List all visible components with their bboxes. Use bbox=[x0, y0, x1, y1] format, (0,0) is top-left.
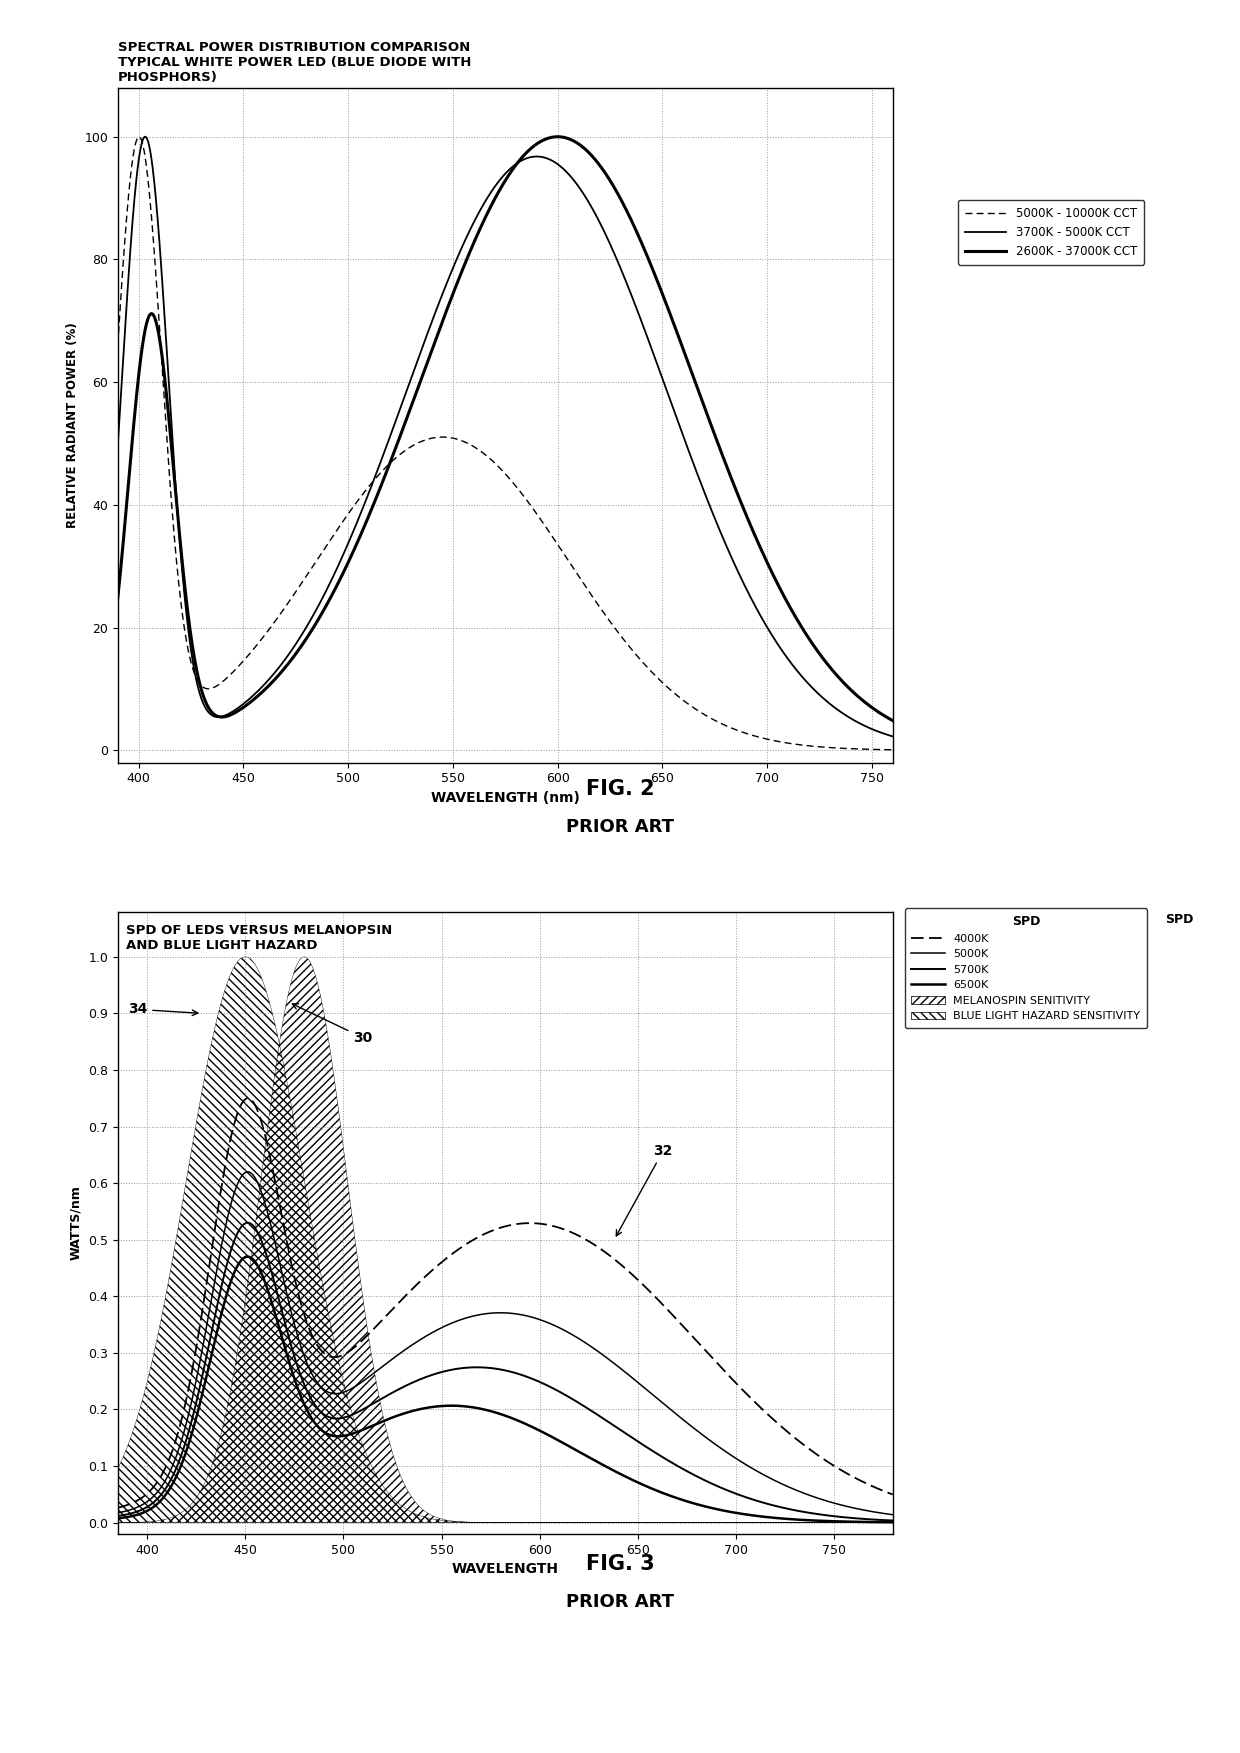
Text: FIG. 3: FIG. 3 bbox=[585, 1553, 655, 1574]
Text: FIG. 2: FIG. 2 bbox=[585, 778, 655, 799]
Text: 32: 32 bbox=[616, 1143, 673, 1236]
Text: PRIOR ART: PRIOR ART bbox=[565, 819, 675, 836]
Text: 30: 30 bbox=[293, 1004, 372, 1045]
Text: SPECTRAL POWER DISTRIBUTION COMPARISON
TYPICAL WHITE POWER LED (BLUE DIODE WITH
: SPECTRAL POWER DISTRIBUTION COMPARISON T… bbox=[118, 40, 471, 84]
Y-axis label: WATTS/nm: WATTS/nm bbox=[69, 1185, 83, 1260]
Text: SPD: SPD bbox=[1166, 913, 1194, 926]
Legend: 4000K, 5000K, 5700K, 6500K, MELANOSPIN SENITIVITY, BLUE LIGHT HAZARD SENSITIVITY: 4000K, 5000K, 5700K, 6500K, MELANOSPIN S… bbox=[904, 908, 1147, 1027]
Y-axis label: RELATIVE RADIANT POWER (%): RELATIVE RADIANT POWER (%) bbox=[66, 323, 78, 528]
Legend: 5000K - 10000K CCT, 3700K - 5000K CCT, 2600K - 37000K CCT: 5000K - 10000K CCT, 3700K - 5000K CCT, 2… bbox=[957, 200, 1145, 265]
Text: 34: 34 bbox=[128, 1003, 198, 1017]
X-axis label: WAVELENGTH (nm): WAVELENGTH (nm) bbox=[430, 791, 580, 805]
Text: PRIOR ART: PRIOR ART bbox=[565, 1593, 675, 1611]
X-axis label: WAVELENGTH: WAVELENGTH bbox=[451, 1562, 559, 1576]
Text: SPD OF LEDS VERSUS MELANOPSIN
AND BLUE LIGHT HAZARD: SPD OF LEDS VERSUS MELANOPSIN AND BLUE L… bbox=[125, 924, 392, 952]
